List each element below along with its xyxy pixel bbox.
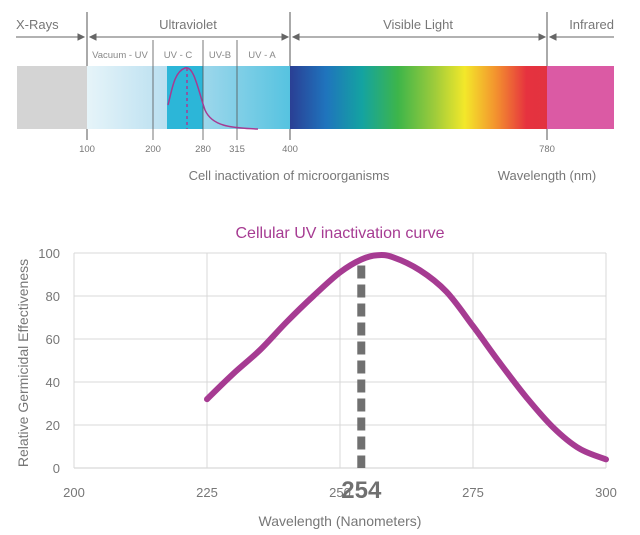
- tick-400: 400: [282, 144, 298, 155]
- highlight-layer: 254: [341, 265, 382, 504]
- uv-band-label-uvb: UV-B: [209, 50, 231, 61]
- chart-title: Cellular UV inactivation curve: [236, 225, 445, 242]
- curve-point: [576, 446, 582, 452]
- y-tick-labels: 0 20 40 60 80 100: [38, 246, 60, 476]
- tick-315: 315: [229, 144, 245, 155]
- curve-point: [374, 252, 380, 258]
- inactivation-chart: Cellular UV inactivation curve 0 20 40 60 80…: [15, 225, 617, 529]
- curve-point: [603, 456, 609, 462]
- x-tick-labels: 200 225 250 275 300: [63, 485, 617, 500]
- region-label-infrared: Infrared: [569, 17, 614, 32]
- y-tick-label: 40: [46, 375, 60, 390]
- y-tick-label: 60: [46, 332, 60, 347]
- visible-band: [290, 66, 547, 129]
- x-axis-label: Wavelength (Nanometers): [259, 513, 422, 529]
- tick-200: 200: [145, 144, 161, 155]
- curve-point: [337, 269, 343, 275]
- curve-point: [310, 293, 316, 299]
- y-tick-label: 20: [46, 418, 60, 433]
- curve-point: [231, 370, 237, 376]
- y-tick-label: 80: [46, 289, 60, 304]
- spectrum-wavelength-label: Wavelength (nm): [498, 168, 597, 183]
- uv-band-label-uvc: UV - C: [164, 50, 193, 61]
- region-label-visible: Visible Light: [383, 17, 453, 32]
- curve-point: [523, 394, 529, 400]
- spectrum-caption: Cell inactivation of microorganisms: [189, 168, 390, 183]
- curve-point: [204, 396, 210, 402]
- highlight-254-label: 254: [341, 477, 382, 504]
- curve-point: [417, 267, 423, 273]
- tick-280: 280: [195, 144, 211, 155]
- region-label-xrays: X-Rays: [16, 17, 59, 32]
- tick-100: 100: [79, 144, 95, 155]
- y-axis-label: Relative Germicidal Effectiveness: [15, 259, 31, 467]
- curve-point: [358, 257, 364, 262]
- x-tick-label: 200: [63, 485, 85, 500]
- uv-band-label-vacuum: Vacuum - UV: [92, 50, 148, 61]
- uv-band-dividers: [152, 40, 238, 140]
- curve-point: [443, 289, 449, 295]
- infrared-band: [547, 66, 614, 129]
- series-layer: [204, 252, 609, 463]
- xray-band: [17, 66, 87, 129]
- curve-point: [390, 254, 396, 260]
- y-tick-label: 100: [38, 246, 60, 261]
- curve-point: [257, 347, 263, 353]
- y-tick-label: 0: [53, 461, 60, 476]
- chart-grid: [73, 252, 607, 469]
- region-arrows: [16, 33, 614, 41]
- curve-point: [470, 323, 476, 329]
- region-label-ultraviolet: Ultraviolet: [159, 17, 217, 32]
- uvc-band: [167, 66, 203, 129]
- x-tick-label: 275: [462, 485, 484, 500]
- uv-band-label-uva: UV - A: [248, 50, 276, 61]
- curve-point: [497, 360, 503, 366]
- x-tick-label: 225: [196, 485, 218, 500]
- tick-780: 780: [539, 144, 555, 155]
- inactivation-curve: [204, 252, 609, 463]
- spectrum-diagram: X-Rays Ultraviolet Visible Light Infrare…: [16, 12, 614, 183]
- x-tick-label: 300: [595, 485, 617, 500]
- mini-inactivation-curve: [167, 67, 259, 130]
- curve-point: [550, 424, 556, 430]
- curve-point: [284, 319, 290, 325]
- x-tick-label: 250: [329, 485, 351, 500]
